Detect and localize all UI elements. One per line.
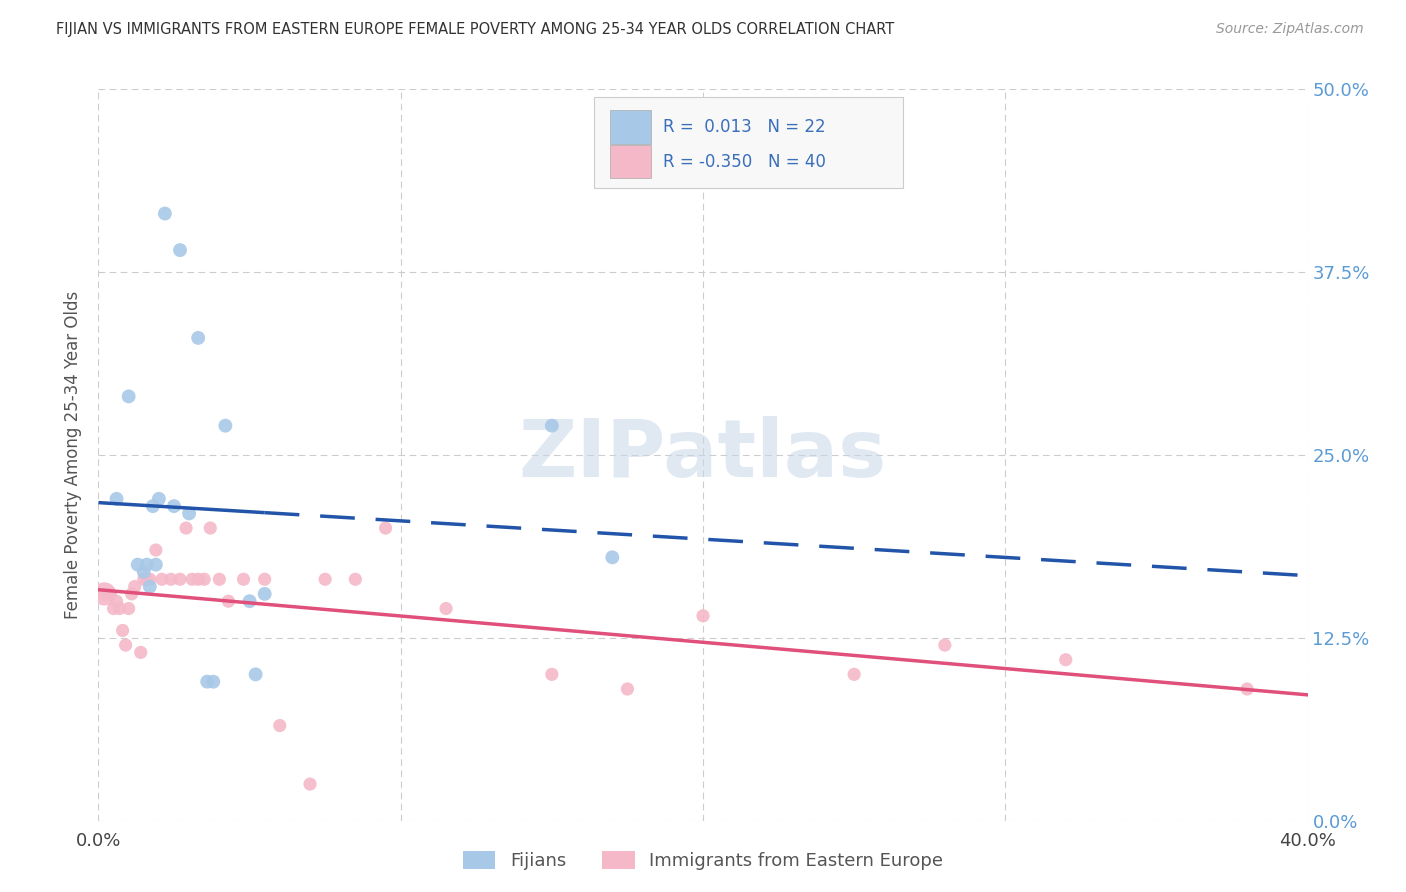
Point (148, 491, 170, 506)
Point (174, 521, 197, 535)
Point (195, 674, 218, 689)
Point (299, 777, 322, 791)
Point (1236, 681, 1258, 696)
Point (139, 580, 162, 594)
Point (100, 587, 122, 601)
Point (692, 608, 714, 623)
Point (118, 389, 141, 403)
FancyBboxPatch shape (610, 111, 651, 145)
Point (160, 572, 183, 586)
Point (127, 558, 149, 572)
Point (105, 491, 128, 506)
Point (202, 674, 225, 689)
Point (153, 206, 176, 220)
Point (169, 572, 191, 586)
Point (269, 718, 291, 732)
Point (187, 331, 209, 345)
Point (1054, 653, 1077, 667)
Point (844, 667, 866, 681)
Text: FIJIAN VS IMMIGRANTS FROM EASTERN EUROPE FEMALE POVERTY AMONG 25-34 YEAR OLDS CO: FIJIAN VS IMMIGRANTS FROM EASTERN EUROPE… (56, 22, 894, 37)
Point (108, 601, 131, 615)
Point (934, 638, 956, 652)
Text: Source: ZipAtlas.com: Source: ZipAtlas.com (1216, 22, 1364, 37)
Legend: Fijians, Immigrants from Eastern Europe: Fijians, Immigrants from Eastern Europe (456, 844, 950, 878)
FancyBboxPatch shape (595, 96, 903, 188)
Point (145, 558, 167, 572)
Point (118, 601, 141, 615)
Point (253, 572, 276, 586)
Point (239, 594, 262, 608)
Text: R = -0.350   N = 40: R = -0.350 N = 40 (664, 153, 825, 170)
Point (193, 572, 215, 586)
Point (163, 499, 186, 513)
Point (540, 667, 562, 681)
Point (111, 624, 134, 638)
Point (93, 587, 115, 601)
Point (253, 587, 276, 601)
Point (121, 587, 143, 601)
Point (314, 572, 336, 586)
FancyBboxPatch shape (610, 145, 651, 178)
Point (145, 543, 167, 558)
Point (374, 521, 396, 535)
Y-axis label: Female Poverty Among 25-34 Year Olds: Female Poverty Among 25-34 Year Olds (65, 291, 83, 619)
Point (135, 558, 157, 572)
Point (214, 418, 236, 433)
Point (132, 572, 155, 586)
Text: ZIPatlas: ZIPatlas (519, 416, 887, 494)
Point (434, 601, 457, 615)
Point (245, 667, 267, 681)
Point (181, 572, 204, 586)
Point (179, 507, 201, 521)
Point (187, 572, 209, 586)
Point (208, 572, 231, 586)
Point (602, 550, 624, 565)
Point (540, 418, 562, 433)
Point (93, 587, 115, 601)
Point (139, 572, 162, 586)
Point (200, 521, 222, 535)
Point (103, 601, 125, 615)
Point (616, 681, 638, 696)
Point (150, 572, 173, 586)
Point (129, 645, 152, 659)
Point (124, 580, 146, 594)
Point (169, 243, 191, 257)
Point (132, 565, 155, 579)
Point (344, 572, 367, 586)
Point (217, 594, 239, 608)
Point (135, 572, 157, 586)
Point (114, 638, 136, 652)
Text: R =  0.013   N = 22: R = 0.013 N = 22 (664, 119, 825, 136)
Point (142, 499, 165, 513)
Point (232, 572, 254, 586)
Point (105, 594, 128, 608)
